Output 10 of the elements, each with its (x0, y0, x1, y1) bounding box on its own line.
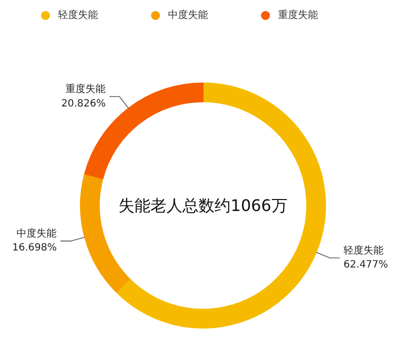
legend-label: 中度失能 (168, 9, 208, 21)
data-label: 20.826% (61, 98, 106, 110)
data-label: 62.477% (344, 260, 388, 271)
data-label: 16.698% (12, 242, 57, 254)
legend-label: 轻度失能 (58, 9, 98, 21)
legend-label: 重度失能 (278, 9, 318, 21)
slice-label: 轻度失能 (344, 244, 384, 256)
text: 失能老人总数约1066万 (118, 196, 288, 215)
slice-label: 中度失能 (16, 227, 57, 240)
slice-label: 重度失能 (66, 82, 106, 95)
